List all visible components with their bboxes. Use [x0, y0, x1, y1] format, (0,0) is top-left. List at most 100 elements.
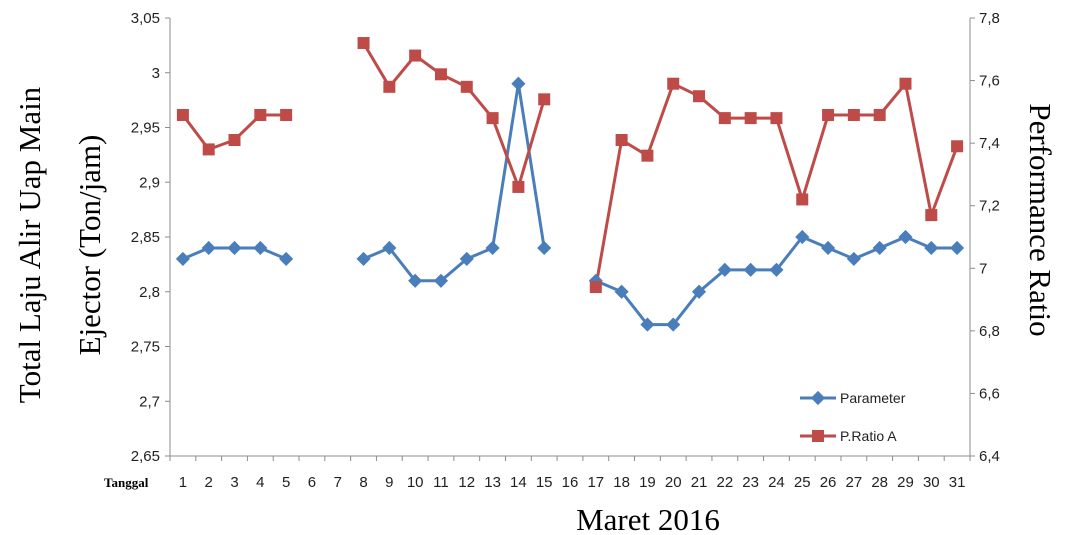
x-tick-label: 26	[820, 474, 837, 491]
y-right-tick-label: 6,4	[979, 448, 1000, 465]
data-point-parameter	[691, 284, 707, 299]
y-left-tick-label: 3,05	[131, 10, 160, 27]
x-tick-label: 20	[665, 474, 682, 491]
x-tick-label: 6	[308, 474, 316, 491]
data-point-p-ratio-a	[951, 140, 964, 153]
y-left-axis-title-line1: Total Laju Alir Uap Main	[12, 86, 47, 403]
data-point-p-ratio-a	[460, 80, 473, 93]
data-point-parameter	[459, 251, 474, 266]
x-tick-label: 29	[897, 474, 914, 491]
y-left-tick-label: 3	[152, 65, 160, 82]
series-markers	[175, 37, 965, 332]
x-tick-label: 9	[385, 474, 393, 491]
data-point-p-ratio-a	[641, 149, 654, 162]
x-tick-label: 3	[230, 474, 238, 491]
y-right-tick-label: 7,2	[979, 198, 1000, 215]
data-point-parameter	[537, 240, 552, 256]
legend-marker-parameter	[810, 390, 826, 406]
x-tick-label: 25	[794, 474, 811, 491]
x-axis-title: Maret 2016	[576, 502, 720, 535]
y-left-tick-label: 2,95	[131, 120, 160, 137]
data-point-parameter	[614, 284, 629, 299]
data-point-p-ratio-a	[899, 77, 912, 90]
x-tick-label: 8	[359, 474, 367, 491]
x-tick-label: 17	[587, 474, 604, 491]
data-point-parameter	[872, 240, 887, 256]
data-point-parameter	[253, 240, 268, 256]
y-left-tick-label: 2,8	[139, 284, 160, 301]
data-point-p-ratio-a	[254, 108, 267, 121]
x-tick-label: 24	[768, 474, 785, 491]
x-tick-label: 12	[458, 474, 475, 491]
legend-item-p-ratio-a: P.Ratio A	[800, 428, 897, 444]
x-tick-label: 5	[282, 474, 290, 491]
data-point-p-ratio-a	[873, 108, 886, 121]
series-line-p-ratio-a	[362, 42, 546, 189]
x-tick-label: 7	[334, 474, 342, 491]
data-point-parameter	[950, 240, 965, 256]
y-right-tick-label: 7,8	[979, 10, 1000, 27]
y-right-tick-label: 6,6	[979, 385, 1000, 402]
data-point-p-ratio-a	[512, 180, 525, 193]
series-line-parameter	[595, 235, 958, 327]
data-point-p-ratio-a	[667, 77, 680, 90]
x-axis-prefix-label: Tanggal	[104, 475, 149, 490]
data-point-p-ratio-a	[925, 209, 938, 222]
data-point-parameter	[382, 240, 397, 256]
y-right-tick-label: 7,4	[979, 135, 1000, 152]
legend-label-p-ratio-a: P.Ratio A	[840, 428, 897, 444]
data-point-p-ratio-a	[409, 49, 422, 62]
data-point-p-ratio-a	[280, 108, 293, 121]
x-tick-label: 1	[179, 474, 187, 491]
data-point-p-ratio-a	[615, 134, 628, 147]
axes	[165, 17, 975, 461]
y-left-axis-title-line2: Ejector (Ton/jam)	[72, 135, 107, 356]
y-left-tick-label: 2,9	[139, 174, 160, 191]
data-point-p-ratio-a	[228, 134, 241, 147]
x-tick-label: 15	[536, 474, 553, 491]
x-tick-label: 10	[407, 474, 424, 491]
y-right-tick-label: 7	[979, 260, 987, 277]
data-point-p-ratio-a	[383, 80, 396, 93]
data-point-parameter	[201, 240, 216, 256]
legend-item-parameter: Parameter	[800, 390, 906, 406]
x-tick-label: 16	[562, 474, 579, 491]
x-tick-label: 19	[639, 474, 656, 491]
x-tick-label: 23	[742, 474, 759, 491]
data-point-parameter	[175, 251, 190, 266]
data-point-p-ratio-a	[693, 90, 706, 103]
data-point-parameter	[717, 262, 732, 277]
x-tick-label: 30	[923, 474, 940, 491]
data-point-parameter	[640, 317, 655, 332]
data-point-p-ratio-a	[176, 108, 189, 121]
legend-marker-p-ratio-a	[812, 430, 824, 442]
series-line-parameter	[362, 82, 546, 283]
x-tick-label: 31	[949, 474, 966, 491]
data-point-parameter	[820, 240, 836, 256]
data-point-parameter	[743, 262, 758, 277]
data-point-parameter	[356, 251, 371, 266]
data-point-p-ratio-a	[589, 281, 602, 294]
data-point-parameter	[227, 240, 242, 256]
y-left-tick-label: 2,85	[131, 229, 160, 246]
x-tick-label: 4	[256, 474, 264, 491]
data-point-p-ratio-a	[770, 112, 783, 125]
legend-label-parameter: Parameter	[840, 390, 906, 406]
y-left-tick-label: 2,75	[131, 339, 160, 356]
x-tick-label: 11	[433, 474, 449, 491]
data-point-p-ratio-a	[357, 37, 370, 50]
data-point-parameter	[846, 251, 861, 266]
data-point-p-ratio-a	[486, 112, 499, 125]
data-point-parameter	[408, 273, 423, 288]
x-tick-label: 18	[613, 474, 630, 491]
data-point-parameter	[769, 262, 784, 277]
data-point-parameter	[485, 240, 500, 256]
data-point-p-ratio-a	[847, 108, 860, 121]
data-point-p-ratio-a	[538, 93, 551, 106]
data-point-p-ratio-a	[434, 68, 447, 81]
x-tick-label: 28	[871, 474, 888, 491]
y-left-tick-label: 2,7	[139, 393, 160, 410]
data-point-parameter	[666, 317, 681, 332]
legend: Parameter P.Ratio A	[800, 390, 906, 444]
